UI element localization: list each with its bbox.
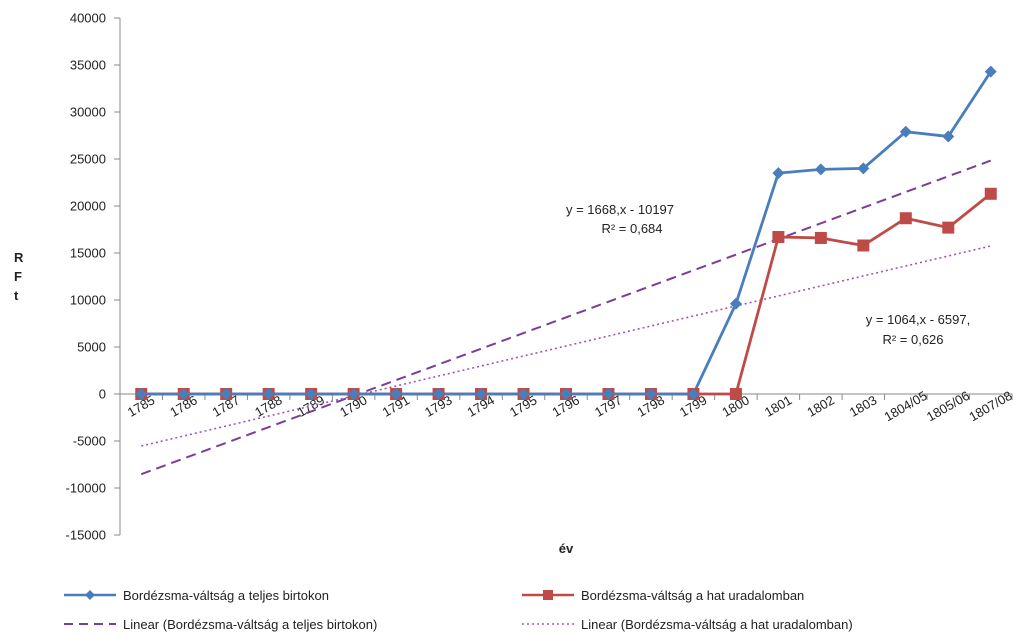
y-tick-label: 10000 bbox=[70, 293, 106, 308]
data-point-total bbox=[390, 388, 403, 400]
data-point-total bbox=[262, 388, 275, 400]
data-point-total bbox=[347, 388, 360, 400]
data-point-six bbox=[984, 187, 997, 200]
y-tick-label: 25000 bbox=[70, 152, 106, 167]
data-point-total bbox=[687, 388, 700, 400]
x-tick-label: 1807/08 bbox=[966, 388, 1014, 424]
trendline-r2-total: R² = 0,684 bbox=[601, 221, 662, 236]
y-tick-label: 40000 bbox=[70, 11, 106, 26]
x-tick-label: 1804/05 bbox=[881, 388, 929, 424]
legend-item-trend-six: Linear (Bordézsma-váltság a hat uradalom… bbox=[522, 617, 853, 632]
data-point-total bbox=[814, 163, 827, 176]
legend: Bordézsma-váltság a teljes birtokon Bord… bbox=[64, 588, 853, 632]
legend-square-marker bbox=[543, 590, 553, 600]
data-point-six bbox=[729, 388, 742, 400]
data-point-total bbox=[942, 130, 955, 143]
trendline-equation-six: y = 1064,x - 6597, bbox=[866, 312, 970, 327]
data-point-six bbox=[772, 231, 785, 244]
x-tick-label: 1802 bbox=[804, 392, 837, 419]
series-line-six bbox=[141, 192, 992, 396]
y-tick-label: -5000 bbox=[73, 434, 106, 449]
legend-label-total: Bordézsma-váltság a teljes birtokon bbox=[123, 588, 329, 603]
y-ticks: 40000 35000 30000 25000 20000 15000 10000 5000 0… bbox=[66, 11, 120, 543]
y-tick-label: -10000 bbox=[66, 481, 106, 496]
data-point-total bbox=[475, 388, 488, 400]
data-point-total bbox=[177, 388, 190, 400]
trendline-total bbox=[140, 159, 992, 476]
y-axis-title-letter: R bbox=[14, 250, 24, 265]
trendline-r2-six: R² = 0,626 bbox=[882, 332, 943, 347]
x-tick-label: 1803 bbox=[847, 392, 880, 419]
data-point-total bbox=[517, 388, 530, 400]
y-axis-title-letter: t bbox=[14, 288, 19, 303]
trendline-six bbox=[141, 245, 991, 447]
data-point-total bbox=[305, 388, 318, 400]
legend-item-total: Bordézsma-váltság a teljes birtokon bbox=[64, 588, 329, 603]
data-point-six bbox=[942, 221, 955, 234]
series bbox=[135, 65, 997, 400]
data-point-total bbox=[135, 388, 148, 400]
data-point-six bbox=[899, 212, 912, 225]
data-point-total bbox=[857, 162, 870, 175]
legend-label-trend-six: Linear (Bordézsma-váltság a hat uradalom… bbox=[581, 617, 853, 632]
trendlines bbox=[140, 159, 992, 476]
data-point-total bbox=[220, 388, 233, 400]
data-point-total bbox=[644, 388, 657, 400]
data-point-total bbox=[729, 297, 742, 310]
data-point-total bbox=[560, 388, 572, 400]
y-tick-label: 5000 bbox=[77, 340, 106, 355]
data-point-six bbox=[857, 239, 870, 252]
legend-label-six: Bordézsma-váltság a hat uradalomban bbox=[581, 588, 804, 603]
legend-diamond-marker bbox=[85, 590, 95, 600]
x-axis-title: év bbox=[559, 541, 574, 556]
y-tick-label: 30000 bbox=[70, 105, 106, 120]
y-tick-label: -15000 bbox=[66, 528, 106, 543]
x-tick-label: 1805/06 bbox=[924, 388, 972, 424]
y-tick-label: 20000 bbox=[70, 199, 106, 214]
data-point-total bbox=[432, 388, 445, 400]
data-point-six bbox=[814, 231, 827, 244]
data-point-total bbox=[772, 167, 785, 180]
trendline-equation-total: y = 1668,x - 10197 bbox=[566, 202, 674, 217]
data-point-total bbox=[984, 65, 997, 78]
data-point-total bbox=[602, 388, 615, 400]
y-tick-label: 15000 bbox=[70, 246, 106, 261]
legend-item-trend-total: Linear (Bordézsma-váltság a teljes birto… bbox=[64, 617, 377, 632]
x-tick-label: 1801 bbox=[762, 392, 795, 419]
legend-label-trend-total: Linear (Bordézsma-váltság a teljes birto… bbox=[123, 617, 377, 632]
legend-item-six: Bordézsma-váltság a hat uradalomban bbox=[522, 588, 804, 603]
y-axis-title-letter: F bbox=[14, 269, 22, 284]
y-tick-label: 0 bbox=[99, 387, 106, 402]
y-tick-label: 35000 bbox=[70, 58, 106, 73]
data-point-total bbox=[899, 125, 912, 138]
axes bbox=[119, 18, 1012, 535]
